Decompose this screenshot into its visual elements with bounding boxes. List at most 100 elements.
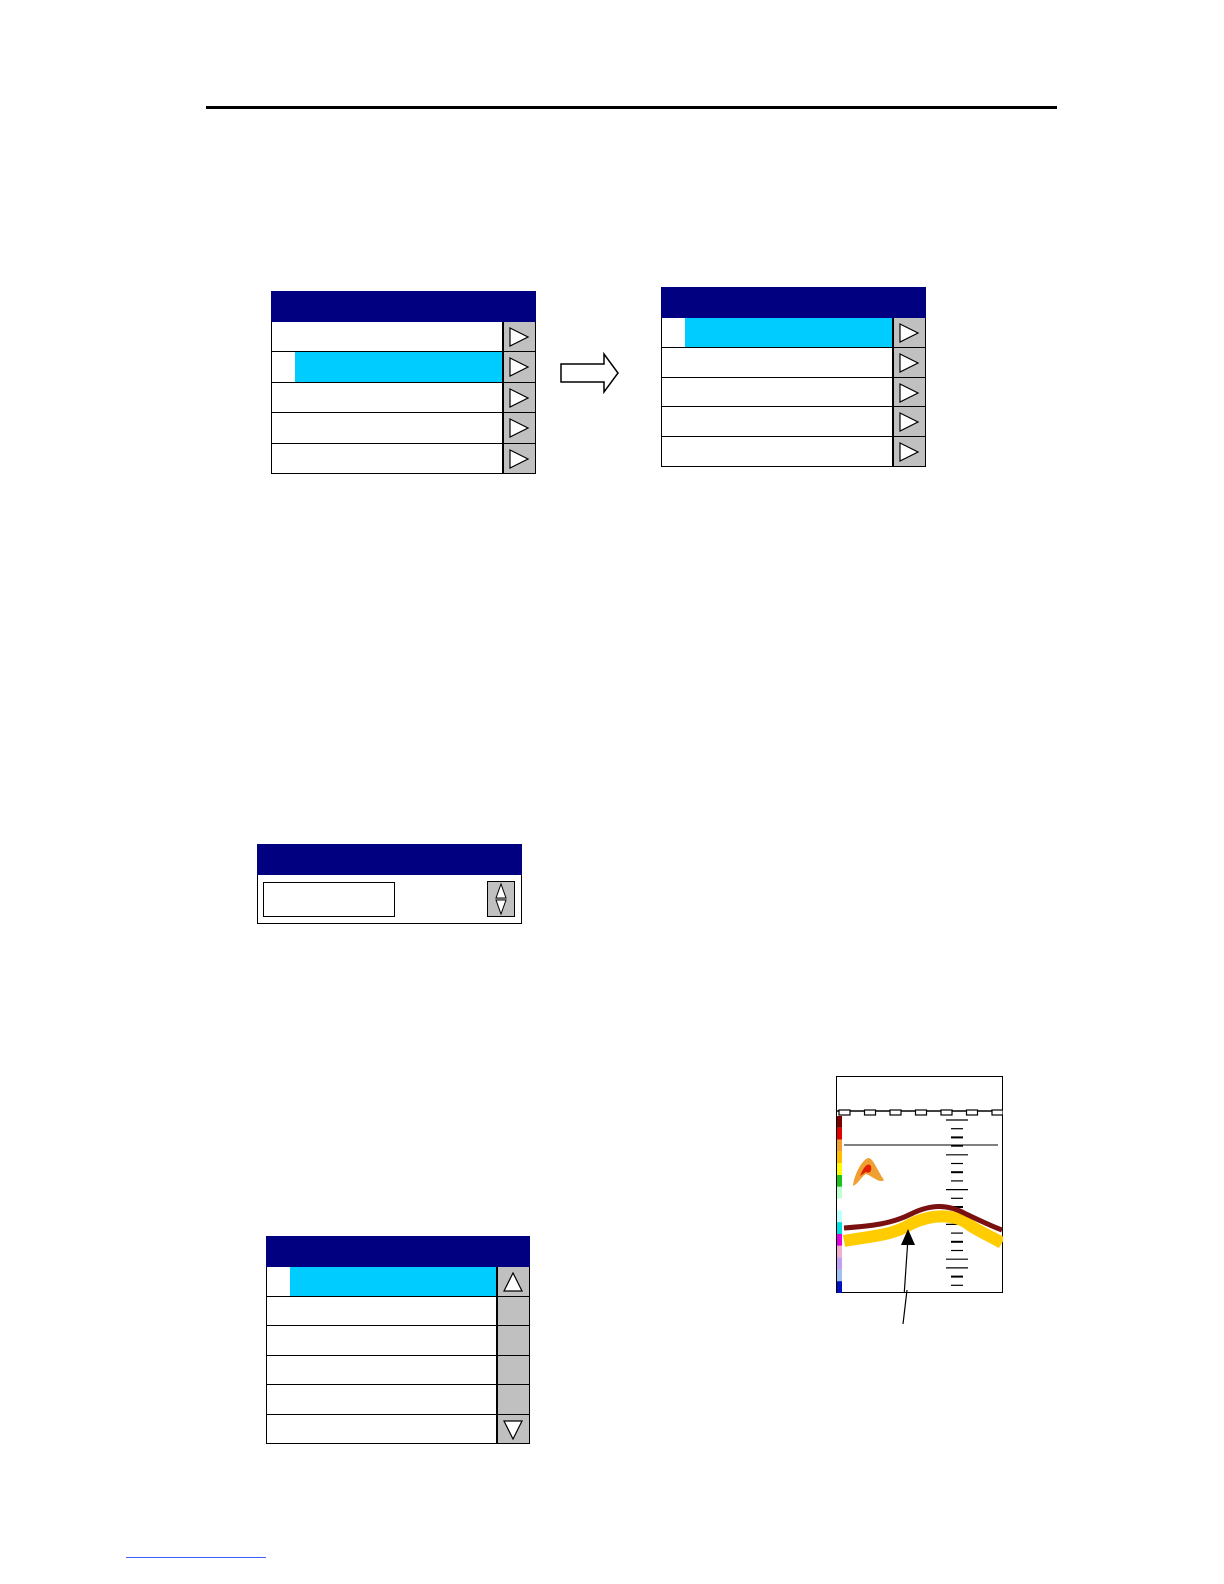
play-triangle-icon[interactable]	[502, 382, 535, 413]
row-body	[685, 318, 894, 347]
color-scale-segment	[837, 1222, 842, 1234]
up-down-spinner-icon[interactable]	[487, 881, 515, 917]
menu-row[interactable]	[661, 347, 926, 378]
top-rule	[206, 106, 1057, 109]
down-triangle-icon[interactable]	[496, 1414, 529, 1443]
color-scale-segment	[837, 1139, 842, 1152]
pointer-line-extension	[902, 1290, 908, 1325]
play-triangle-icon[interactable]	[502, 352, 535, 382]
row-index-cell	[267, 1355, 292, 1384]
row-body	[290, 1326, 498, 1355]
scrollbar-track[interactable]	[496, 1326, 529, 1355]
play-triangle-icon[interactable]	[892, 318, 925, 347]
row-body	[295, 382, 504, 413]
menu-row[interactable]	[266, 1414, 530, 1444]
row-body	[290, 1267, 498, 1296]
menu-row[interactable]	[266, 1267, 530, 1297]
bottom-echo	[842, 1210, 1003, 1249]
play-triangle-icon[interactable]	[502, 443, 535, 473]
row-index-cell	[267, 1385, 292, 1414]
row-index-cell	[272, 322, 297, 352]
menu-row[interactable]	[271, 413, 536, 444]
menu-row[interactable]	[266, 1355, 530, 1385]
row-body	[295, 413, 504, 443]
color-scale-segment	[837, 1186, 842, 1199]
play-triangle-icon[interactable]	[892, 377, 925, 407]
row-index-cell	[662, 377, 687, 407]
color-scale-segment	[837, 1175, 842, 1187]
row-index-cell	[272, 382, 297, 413]
color-scale-bar	[837, 1116, 842, 1293]
row-body	[290, 1414, 498, 1443]
menu-row[interactable]	[271, 352, 536, 383]
play-triangle-icon[interactable]	[892, 407, 925, 437]
menu-row[interactable]	[661, 437, 926, 467]
row-body	[685, 437, 894, 466]
menu-header	[271, 291, 536, 322]
notch	[991, 1109, 1003, 1116]
row-body	[685, 347, 894, 377]
notch	[940, 1109, 953, 1116]
row-index-cell	[267, 1326, 292, 1355]
color-scale-segment	[837, 1163, 842, 1175]
menu-row[interactable]	[266, 1326, 530, 1356]
row-index-cell	[662, 407, 687, 437]
menu-before	[271, 291, 536, 474]
menu-row[interactable]	[271, 382, 536, 414]
row-body	[290, 1355, 498, 1384]
scrollbar-track[interactable]	[496, 1296, 529, 1325]
scroll-list	[266, 1236, 530, 1444]
menu-header	[266, 1236, 530, 1267]
row-index-cell	[272, 352, 297, 382]
row-index-cell	[272, 443, 297, 473]
value-input[interactable]	[263, 882, 395, 917]
menu-row[interactable]	[266, 1296, 530, 1326]
pointer-line	[903, 1237, 909, 1293]
color-scale-segment	[837, 1116, 842, 1128]
play-triangle-icon[interactable]	[502, 413, 535, 443]
menu-header	[661, 287, 926, 318]
up-triangle-icon[interactable]	[496, 1267, 529, 1296]
arrow-pointer-icon	[901, 1229, 915, 1245]
fish-echo	[853, 1158, 884, 1186]
menu-row[interactable]	[271, 443, 536, 474]
row-index-cell	[662, 347, 687, 377]
color-scale-segment	[837, 1234, 842, 1246]
depth-scale-ticks	[946, 1119, 968, 1286]
row-body	[295, 322, 504, 352]
color-scale-segment	[837, 1210, 842, 1223]
dialog-header	[257, 844, 522, 875]
color-scale-segment	[837, 1257, 842, 1270]
menu-row[interactable]	[271, 322, 536, 353]
notch	[914, 1109, 928, 1116]
play-triangle-icon[interactable]	[892, 437, 925, 466]
menu-after	[661, 287, 926, 467]
play-triangle-icon[interactable]	[892, 347, 925, 377]
color-scale-segment	[837, 1281, 842, 1293]
footer-link-rule	[126, 1557, 266, 1558]
play-triangle-icon[interactable]	[502, 322, 535, 352]
row-index-cell	[662, 318, 687, 347]
row-body	[290, 1296, 498, 1325]
right-arrow-icon	[560, 352, 619, 394]
notch	[838, 1109, 851, 1116]
row-index-cell	[272, 413, 297, 443]
menu-row[interactable]	[661, 407, 926, 438]
color-scale-segment	[837, 1127, 842, 1140]
row-index-cell	[662, 437, 687, 466]
row-body	[295, 443, 504, 473]
scrollbar-track[interactable]	[496, 1385, 529, 1414]
scrollbar-track[interactable]	[496, 1355, 529, 1384]
bottom-line	[843, 1204, 1003, 1233]
color-scale-segment	[837, 1245, 842, 1258]
notch	[889, 1109, 902, 1116]
menu-row[interactable]	[266, 1385, 530, 1415]
notch	[965, 1109, 979, 1116]
scale-notches	[838, 1109, 1003, 1116]
color-scale-segment	[837, 1198, 842, 1211]
menu-row[interactable]	[661, 377, 926, 408]
notch	[863, 1109, 877, 1116]
menu-row[interactable]	[661, 318, 926, 348]
spinner-dialog	[257, 844, 522, 924]
